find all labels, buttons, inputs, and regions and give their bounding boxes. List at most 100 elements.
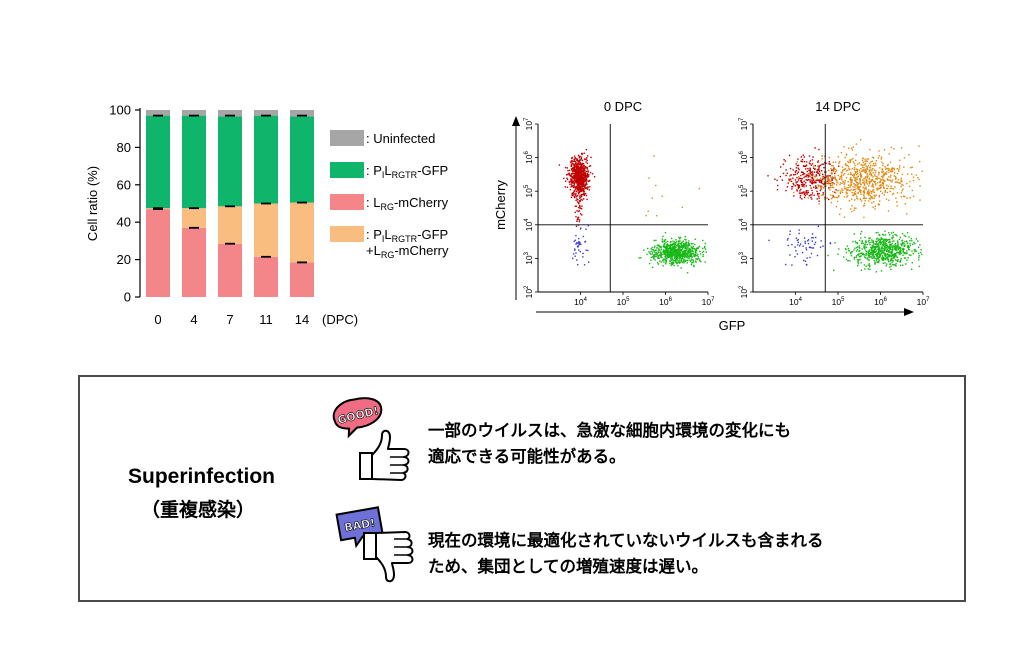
scatter-point — [892, 188, 895, 190]
scatter-point — [865, 265, 867, 267]
scatter-point — [581, 187, 583, 190]
scatter-point — [656, 262, 659, 264]
scatter-point — [877, 231, 879, 234]
scatter-point — [660, 247, 662, 249]
scatter-point — [811, 189, 813, 192]
scatter-point — [828, 178, 831, 181]
scatter-point — [797, 187, 800, 189]
scatter-point — [919, 244, 921, 246]
scatter-point — [816, 254, 819, 257]
scatter-point — [576, 184, 579, 187]
scatter-point — [684, 256, 686, 258]
scatter-point — [795, 167, 798, 169]
scatter-point — [655, 184, 657, 187]
scatter-point — [680, 242, 683, 244]
scatter-point — [874, 247, 877, 249]
scatter-point — [805, 185, 807, 187]
scatter-point — [650, 250, 652, 252]
scatter-point — [682, 259, 685, 261]
scatter-point — [893, 167, 895, 170]
scatter-point — [676, 252, 678, 255]
scatter-point — [840, 152, 843, 154]
scatter-point — [836, 181, 838, 183]
scatter-point — [921, 170, 923, 172]
scatter-point — [827, 182, 829, 185]
scatter-point — [871, 170, 873, 172]
scatter-point — [871, 156, 874, 159]
scatter-point — [575, 186, 577, 188]
scatter-point — [878, 155, 881, 157]
scatter-point — [651, 246, 653, 249]
scatter-point — [677, 242, 680, 244]
scatter-point — [576, 168, 578, 170]
scatter-point — [872, 246, 875, 249]
scatter-point — [879, 254, 882, 256]
scatter-point — [704, 245, 706, 248]
scatter-point — [896, 172, 899, 175]
scatter-point — [837, 189, 839, 192]
scatter-point — [685, 241, 688, 243]
scatter-point — [801, 158, 804, 161]
scatter-point — [836, 196, 839, 199]
legend-label: : LRG-mCherry — [366, 195, 449, 212]
scatter-point — [585, 170, 588, 173]
scatter-point — [686, 250, 688, 252]
scatter-point — [796, 253, 799, 255]
scatter-point — [574, 249, 576, 251]
scatter-point — [577, 202, 580, 204]
scatter-point — [570, 186, 572, 188]
scatter-point — [877, 261, 880, 264]
scatter-point — [676, 259, 678, 262]
scatter-point — [871, 202, 873, 204]
good-text: 一部のウイルスは、急激な細胞内環境の変化にも 適応できる可能性がある。 — [428, 418, 791, 470]
scatter-point — [583, 179, 586, 181]
scatter-point — [700, 260, 702, 263]
scatter-point — [902, 242, 904, 244]
scatter-point — [803, 156, 805, 158]
scatter-point — [903, 157, 906, 159]
scatter-point — [586, 173, 589, 176]
scatter-point — [889, 248, 891, 250]
scatter-point — [810, 252, 813, 255]
scatter-point — [572, 166, 574, 169]
scatter-point — [571, 175, 573, 178]
scatter-point — [579, 177, 581, 180]
scatter-point — [667, 254, 670, 257]
scatter-point — [683, 260, 685, 263]
scatter-point — [579, 204, 581, 207]
scatter-point — [650, 248, 652, 250]
scatter-point — [573, 180, 575, 182]
scatter-point — [829, 189, 831, 191]
scatter-point — [817, 184, 819, 186]
scatter-point — [903, 166, 905, 168]
scatter-point — [675, 246, 677, 248]
scatter-point — [582, 180, 585, 182]
scatter-point — [889, 239, 891, 241]
scatter-point — [852, 240, 854, 243]
scatter-point — [686, 253, 689, 256]
scatter-point — [581, 205, 583, 207]
scatter-point — [577, 172, 579, 174]
scatter-point — [800, 174, 802, 177]
scatter-point — [907, 247, 910, 249]
scatter-point — [885, 247, 887, 249]
scatter-point — [920, 251, 922, 254]
scatter-point — [891, 248, 893, 251]
scatter-point — [868, 263, 870, 265]
scatter-point — [865, 254, 867, 256]
scatter-point — [822, 173, 824, 175]
scatter-point — [572, 177, 575, 179]
scatter-point — [879, 255, 881, 257]
scatter-point — [574, 168, 576, 170]
scatter-point — [822, 187, 825, 189]
scatter-point — [865, 182, 868, 184]
scatter-point — [858, 187, 860, 189]
y-tick-label: 80 — [117, 140, 131, 155]
scatter-point — [587, 176, 589, 178]
scatter-point — [669, 246, 671, 248]
scatter-point — [667, 249, 669, 251]
scatter-point — [863, 264, 866, 266]
scatter-point — [886, 257, 888, 259]
scatter-point — [866, 173, 868, 175]
